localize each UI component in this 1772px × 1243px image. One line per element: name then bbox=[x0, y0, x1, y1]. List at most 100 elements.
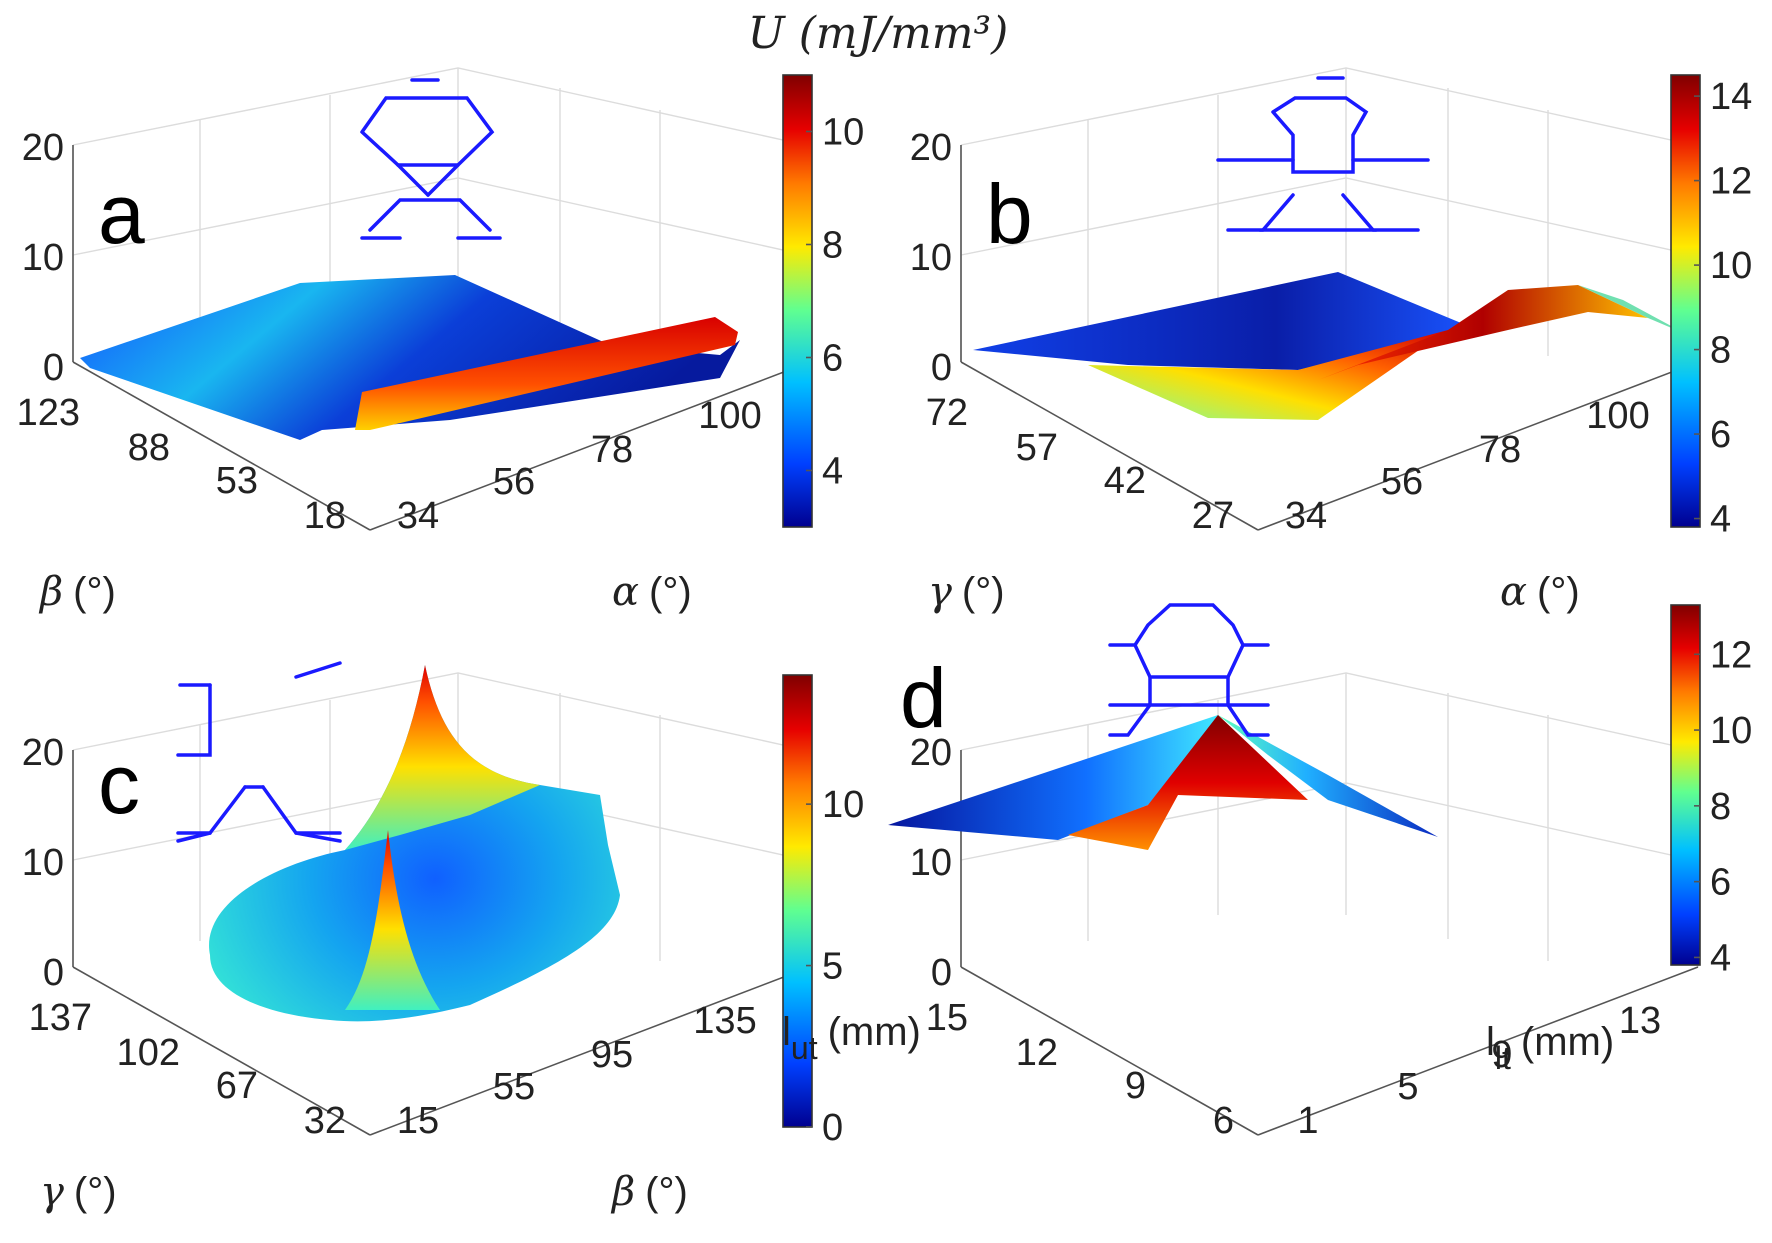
y-axis-label: γ (°) bbox=[40, 1169, 117, 1215]
svg-text:β(°): β (°) bbox=[38, 569, 116, 615]
y-tick: 72 bbox=[926, 392, 968, 434]
x-tick: 95 bbox=[591, 1034, 633, 1076]
colorbar-tick-label: 5 bbox=[822, 946, 843, 988]
colorbar-tick-label: 8 bbox=[1710, 786, 1731, 828]
colorbar-tick-label: 4 bbox=[822, 451, 843, 493]
x-axis-symbol: α bbox=[612, 569, 639, 615]
y-axis-symbol: γ bbox=[928, 569, 952, 615]
x-tick: 78 bbox=[591, 429, 633, 471]
x-tick: 56 bbox=[493, 461, 535, 503]
panel-letter: b bbox=[986, 167, 1033, 261]
y-axis-symbol: β bbox=[38, 569, 63, 615]
y-axis-symbol: l bbox=[782, 1010, 791, 1054]
z-tick: 0 bbox=[43, 347, 64, 389]
colorbar-gradient bbox=[783, 75, 812, 527]
panel-d: 0 10 20 15 12 9 6 1 5 9 13 lut (mm) llt (m… bbox=[782, 603, 1752, 1142]
panel-a: 0 10 20 123 88 53 18 34 56 78 100 β (°) α… bbox=[17, 67, 864, 615]
x-axis-symbol: β bbox=[610, 1169, 635, 1215]
x-tick: 78 bbox=[1479, 429, 1521, 471]
svg-text:α(°): α (°) bbox=[1500, 569, 1580, 615]
svg-text:lut(mm): lut (mm) bbox=[782, 1010, 921, 1066]
surface-main-peak bbox=[345, 665, 540, 850]
surface-right bbox=[1218, 715, 1438, 837]
y-axis-unit: (°) bbox=[962, 570, 1005, 614]
surface-red bbox=[1318, 285, 1648, 380]
surface-fold bbox=[1088, 330, 1448, 420]
y-tick: 6 bbox=[1213, 1100, 1234, 1142]
surface bbox=[973, 272, 1688, 420]
surface-body bbox=[209, 665, 620, 1022]
y-tick: 67 bbox=[216, 1065, 258, 1107]
panel-b: 0 10 20 72 57 42 27 34 56 78 100 γ (°) α(… bbox=[910, 67, 1752, 615]
colorbar-tick-label: 10 bbox=[1710, 710, 1752, 752]
z-tick: 10 bbox=[910, 237, 952, 279]
y-axis-symbol: γ bbox=[40, 1169, 64, 1215]
y-tick: 9 bbox=[1125, 1065, 1146, 1107]
axes-box bbox=[960, 672, 1699, 1136]
colorbar-tick-label: 12 bbox=[1710, 634, 1752, 676]
y-tick: 137 bbox=[29, 997, 92, 1039]
y-ticks: 72 57 42 27 bbox=[926, 392, 1234, 537]
y-tick: 15 bbox=[926, 997, 968, 1039]
figure-title: U (mJ/mm³) bbox=[748, 8, 1009, 59]
colorbar-tick-label: 14 bbox=[1710, 76, 1752, 118]
surface-blue bbox=[80, 275, 740, 440]
z-tick: 10 bbox=[22, 237, 64, 279]
x-tick: 34 bbox=[397, 495, 439, 537]
y-ticks: 15 12 9 6 bbox=[926, 997, 1234, 1142]
surface-ridge bbox=[355, 317, 738, 430]
x-tick: 34 bbox=[1285, 495, 1327, 537]
y-ticks: 137 102 67 32 bbox=[29, 997, 346, 1142]
colorbar-ticks: 4 6 8 10 12 14 bbox=[1694, 76, 1752, 541]
x-axis-unit: (°) bbox=[645, 1170, 688, 1214]
colorbar: 4 6 8 10 12 14 bbox=[1670, 74, 1752, 541]
z-tick: 0 bbox=[43, 952, 64, 994]
svg-text:llt(mm): llt (mm) bbox=[1486, 1020, 1614, 1076]
x-axis-unit: (°) bbox=[649, 570, 692, 614]
surface bbox=[80, 275, 740, 440]
x-axis-unit: (mm) bbox=[1521, 1020, 1614, 1064]
x-axis-symbol: α bbox=[1500, 569, 1527, 615]
z-ticks: 0 10 20 bbox=[22, 732, 64, 994]
z-tick: 20 bbox=[22, 127, 64, 169]
z-ticks: 0 10 20 bbox=[910, 127, 952, 389]
panel-c: 0 10 20 137 102 67 32 15 55 95 135 γ (°) … bbox=[22, 661, 864, 1215]
surface bbox=[888, 715, 1438, 850]
colorbar-tick-label: 6 bbox=[822, 338, 843, 380]
y-tick: 12 bbox=[1016, 1032, 1058, 1074]
x-tick: 100 bbox=[1586, 395, 1649, 437]
colorbar-ticks: 0 5 10 bbox=[806, 784, 864, 1149]
y-axis-unit: (°) bbox=[74, 1170, 117, 1214]
colorbar-frame bbox=[1670, 604, 1701, 966]
svg-text:α(°): α (°) bbox=[612, 569, 692, 615]
colorbar-tick-label: 10 bbox=[822, 784, 864, 826]
x-tick: 5 bbox=[1397, 1066, 1418, 1108]
z-tick: 20 bbox=[910, 732, 952, 774]
y-axis-subscript: ut bbox=[791, 1030, 818, 1066]
panel-letter: a bbox=[98, 167, 145, 261]
schematic-icon bbox=[360, 78, 502, 240]
y-axis-unit: (mm) bbox=[828, 1010, 921, 1054]
panel-letter: d bbox=[900, 651, 947, 745]
colorbar: 4 6 8 10 bbox=[782, 74, 864, 528]
x-axis-subscript: lt bbox=[1495, 1040, 1511, 1076]
colorbar-ticks: 4 6 8 10 12 bbox=[1694, 634, 1752, 979]
z-ticks: 0 10 20 bbox=[910, 732, 952, 994]
panel-letter: c bbox=[98, 737, 140, 831]
surface-middle bbox=[1068, 715, 1308, 850]
z-tick: 20 bbox=[22, 732, 64, 774]
colorbar-tick-label: 12 bbox=[1710, 161, 1752, 203]
colorbar-frame bbox=[1670, 74, 1701, 528]
schematic-icon bbox=[1216, 76, 1430, 232]
z-tick: 20 bbox=[910, 127, 952, 169]
y-axis-label: γ (°) bbox=[928, 569, 1005, 615]
colorbar-tick-label: 0 bbox=[822, 1107, 843, 1149]
x-tick: 100 bbox=[698, 395, 761, 437]
colorbar-tick-label: 8 bbox=[822, 225, 843, 267]
y-tick: 57 bbox=[1016, 427, 1058, 469]
z-tick: 10 bbox=[22, 842, 64, 884]
colorbar-tick-label: 4 bbox=[1710, 499, 1731, 541]
y-tick: 123 bbox=[17, 392, 80, 434]
surface-tail bbox=[1578, 285, 1688, 335]
x-tick: 135 bbox=[693, 1000, 756, 1042]
